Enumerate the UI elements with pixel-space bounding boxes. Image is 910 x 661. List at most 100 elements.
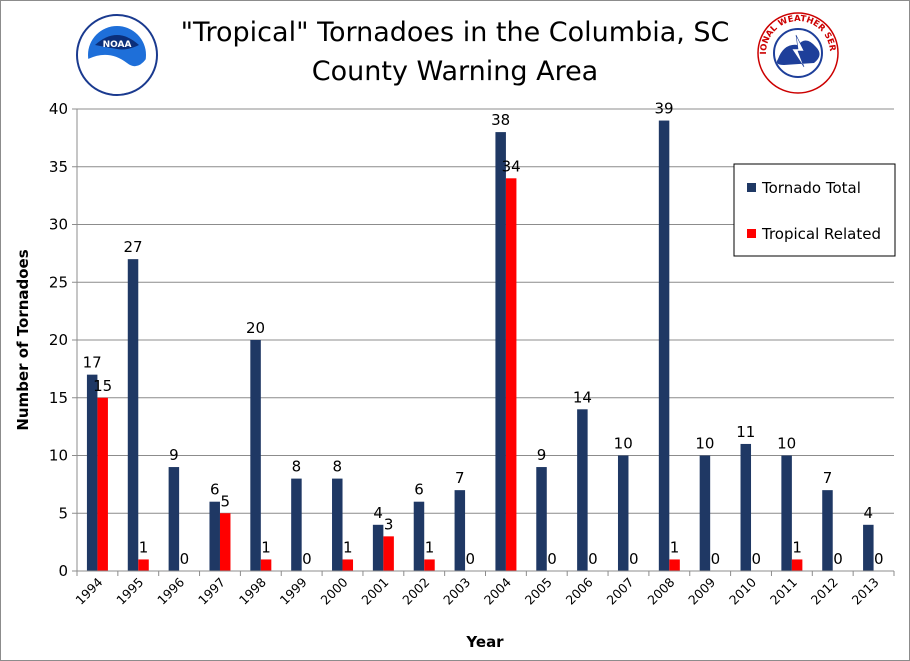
y-tick-label-20: 20 <box>49 331 68 349</box>
legend-label-tornado-total: Tornado Total <box>761 179 861 197</box>
bar-tornado-total-1997 <box>209 501 220 571</box>
data-label-tornado-total-2001: 4 <box>373 504 383 522</box>
data-label-tropical-related-2003: 0 <box>466 550 476 568</box>
data-label-tropical-related-1999: 0 <box>302 550 312 568</box>
data-label-tornado-total-1999: 8 <box>292 458 302 476</box>
x-tick-label-2000: 2000 <box>318 574 351 607</box>
data-label-tornado-total-2006: 14 <box>573 388 592 406</box>
x-tick-label-2006: 2006 <box>563 574 596 607</box>
bar-tornado-total-2003 <box>454 490 466 571</box>
data-label-tornado-total-1994: 17 <box>83 354 102 372</box>
y-tick-label-30: 30 <box>49 216 68 234</box>
data-label-tornado-total-2007: 10 <box>614 435 633 453</box>
y-tick-label-35: 35 <box>49 158 68 176</box>
bar-tornado-total-2002 <box>413 501 425 571</box>
data-label-tropical-related-1998: 1 <box>261 538 271 556</box>
bar-tornado-total-2010 <box>740 443 752 571</box>
bar-tropical-related-2001 <box>383 536 394 571</box>
bar-tornado-total-2013 <box>863 524 874 571</box>
data-label-tropical-related-2004: 34 <box>502 157 521 175</box>
bar-tropical-related-1998 <box>260 559 272 571</box>
bar-tornado-total-2006 <box>577 409 588 571</box>
data-label-tornado-total-2010: 11 <box>736 423 755 441</box>
x-tick-label-2010: 2010 <box>726 574 759 607</box>
y-tick-label-0: 0 <box>58 562 68 580</box>
bar-tornado-total-2005 <box>536 467 547 571</box>
data-label-tropical-related-2009: 0 <box>711 550 721 568</box>
data-label-tornado-total-2012: 7 <box>823 469 833 487</box>
x-tick-label-2009: 2009 <box>685 574 718 607</box>
bar-tornado-total-2000 <box>332 478 343 571</box>
x-tick-label-2007: 2007 <box>603 575 636 608</box>
x-tick-label-2003: 2003 <box>440 575 473 608</box>
bar-tropical-related-1995 <box>138 559 149 571</box>
x-tick-label-2004: 2004 <box>481 574 514 607</box>
legend-swatch-tropical-related <box>747 229 756 238</box>
data-label-tornado-total-2004: 38 <box>491 111 510 129</box>
legend-label-tropical-related: Tropical Related <box>761 225 881 243</box>
x-tick-label-2011: 2011 <box>767 575 800 608</box>
y-tick-label-25: 25 <box>49 273 68 291</box>
bar-tornado-total-2011 <box>781 455 792 571</box>
data-label-tropical-related-2012: 0 <box>833 550 843 568</box>
data-label-tornado-total-2003: 7 <box>455 469 465 487</box>
data-label-tornado-total-2000: 8 <box>333 458 343 476</box>
data-label-tropical-related-2011: 1 <box>792 538 802 556</box>
chart-title-line2: County Warning Area <box>312 56 598 87</box>
bar-tornado-total-1998 <box>250 340 261 571</box>
data-label-tropical-related-2000: 1 <box>343 538 353 556</box>
x-tick-label-2008: 2008 <box>644 574 677 607</box>
data-label-tropical-related-1997: 5 <box>220 492 230 510</box>
nws-logo: NATIONAL WEATHER SERVICE <box>757 12 839 94</box>
noaa-logo: NOAA <box>76 14 158 96</box>
data-label-tropical-related-2005: 0 <box>547 550 557 568</box>
data-label-tropical-related-1995: 1 <box>139 538 149 556</box>
x-tick-label-2012: 2012 <box>808 575 841 608</box>
x-tick-label-1995: 1995 <box>113 575 146 608</box>
bar-tornado-total-2012 <box>822 490 833 571</box>
y-tick-label-10: 10 <box>49 447 68 465</box>
data-label-tornado-total-1996: 9 <box>169 446 179 464</box>
data-label-tornado-total-2002: 6 <box>414 481 424 499</box>
bar-tropical-related-2004 <box>505 178 517 572</box>
x-tick-label-1997: 1997 <box>195 575 228 608</box>
legend: Tornado Total Tropical Related <box>733 163 896 257</box>
y-tick-label-5: 5 <box>58 504 68 522</box>
bar-tornado-total-2004 <box>495 132 506 571</box>
data-label-tornado-total-2013: 4 <box>864 504 874 522</box>
chart-title-line1: "Tropical" Tornadoes in the Columbia, SC <box>181 17 730 48</box>
y-tick-label-15: 15 <box>49 389 68 407</box>
bars <box>86 120 874 572</box>
bar-tornado-total-2008 <box>658 120 670 572</box>
data-label-tornado-total-1997: 6 <box>210 481 220 499</box>
data-label-tropical-related-2001: 3 <box>384 515 394 533</box>
bar-tornado-total-1994 <box>86 374 98 571</box>
data-label-tornado-total-2011: 10 <box>777 435 796 453</box>
bar-tornado-total-1995 <box>127 259 139 571</box>
y-tick-label-40: 40 <box>49 100 68 118</box>
data-label-tropical-related-1996: 0 <box>180 550 190 568</box>
x-tick-label-1996: 1996 <box>154 574 187 607</box>
noaa-logo-text: NOAA <box>103 40 132 50</box>
data-label-tropical-related-2013: 0 <box>874 550 884 568</box>
data-label-tornado-total-1998: 20 <box>246 319 265 337</box>
x-tick-label-2013: 2013 <box>849 575 882 608</box>
x-tick-label-1998: 1998 <box>236 574 269 607</box>
data-label-tropical-related-2010: 0 <box>752 550 762 568</box>
legend-swatch-tornado-total <box>747 183 756 192</box>
bar-tornado-total-2009 <box>699 455 711 571</box>
bar-tropical-related-2002 <box>424 559 435 571</box>
data-label-tornado-total-2009: 10 <box>695 435 714 453</box>
bar-tropical-related-1994 <box>97 397 108 571</box>
x-tick-label-2005: 2005 <box>522 575 555 608</box>
bar-tornado-total-1996 <box>168 467 180 571</box>
legend-box <box>733 163 896 257</box>
data-label-tropical-related-2006: 0 <box>588 550 598 568</box>
x-tick-label-2001: 2001 <box>358 575 391 608</box>
axes <box>72 108 895 576</box>
x-tick-label-1994: 1994 <box>72 574 105 607</box>
data-label-tornado-total-1995: 27 <box>123 238 142 256</box>
bar-tornado-total-1999 <box>291 478 302 571</box>
